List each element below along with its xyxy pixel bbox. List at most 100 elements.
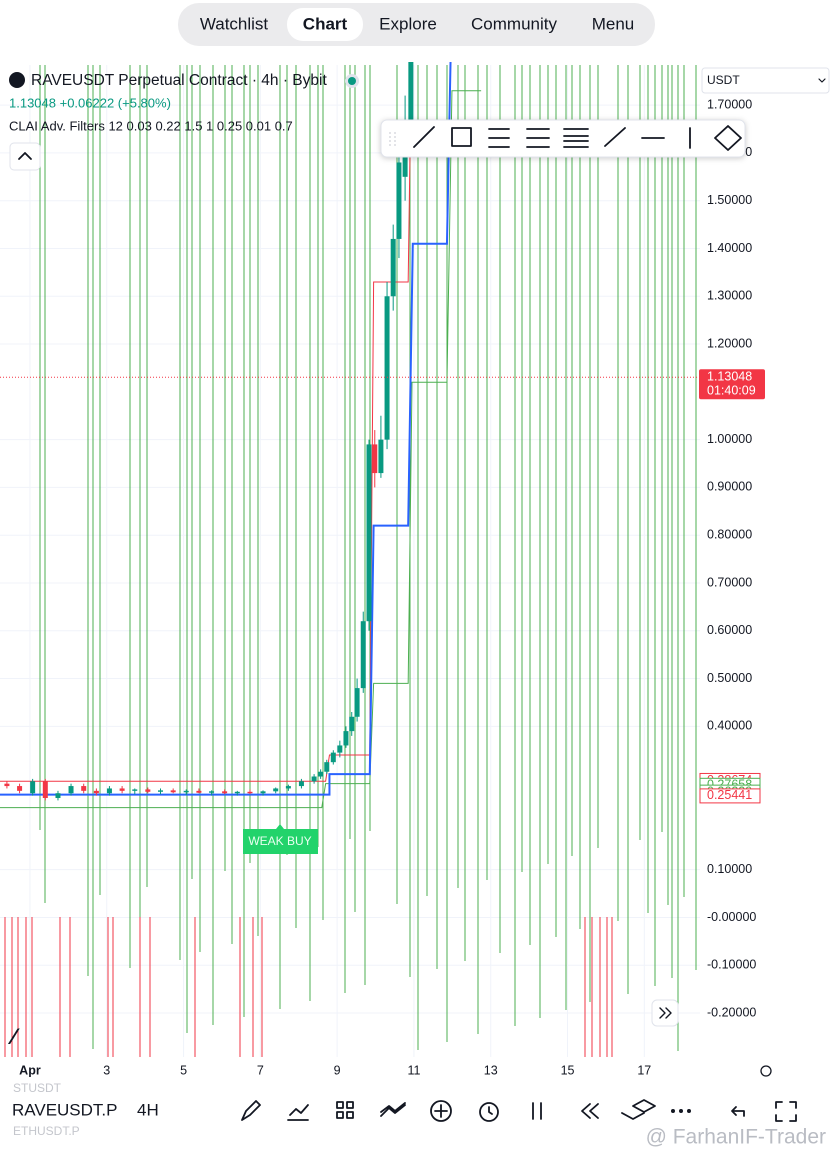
tool-layers[interactable] <box>621 1099 656 1120</box>
logo <box>9 72 25 88</box>
scroll-icon <box>659 1007 672 1019</box>
x-tick-label: 15 <box>561 1063 575 1077</box>
candle-body <box>396 162 402 239</box>
y-tick-label: -0.00000 <box>707 910 756 924</box>
tool-fullscreen[interactable] <box>775 1101 797 1122</box>
collapse-icon <box>18 152 32 160</box>
candle-body <box>42 781 48 799</box>
candle-body <box>273 788 279 792</box>
y-tick-label: -0.10000 <box>707 958 756 972</box>
y-tick-label: -0.20000 <box>707 1005 756 1019</box>
tool-undo[interactable] <box>731 1106 745 1117</box>
nav-item[interactable]: Explore <box>379 14 437 33</box>
tool-indicators[interactable] <box>287 1104 309 1121</box>
tool-more[interactable] <box>671 1109 675 1113</box>
tool-long[interactable] <box>488 128 510 148</box>
candle-body <box>132 789 138 791</box>
candle-body <box>318 771 324 777</box>
tool-layout[interactable] <box>336 1111 344 1119</box>
symbol-title: RAVEUSDT Perpetual Contract · 4h · Bybit <box>31 72 327 89</box>
tool-layout[interactable] <box>346 1101 354 1109</box>
drawing-toolbar <box>380 119 746 158</box>
tool-replay[interactable] <box>581 1103 599 1119</box>
candle-body <box>81 786 87 791</box>
indicator: CLAI Adv. Filters 12 0.03 0.22 1.5 1 0.2… <box>9 118 293 133</box>
candle-body <box>106 788 112 794</box>
tool-pattern[interactable] <box>714 125 742 151</box>
candle-body <box>311 776 317 782</box>
nav-item[interactable]: Chart <box>303 14 348 33</box>
tool-layout[interactable] <box>346 1111 354 1119</box>
x-tick-label: 11 <box>407 1063 420 1077</box>
nav: Watchlist Chart Explore Community Menu <box>200 14 634 33</box>
toolbar-bg <box>380 119 746 158</box>
candle-body <box>285 786 291 789</box>
footer-symbol[interactable]: RAVEUSDT.P <box>12 1100 118 1119</box>
candle-body <box>247 791 253 794</box>
countdown: 01:40:09 <box>707 384 756 398</box>
y-tick-label: 1.40000 <box>707 241 752 255</box>
collapse-button[interactable] <box>9 142 41 171</box>
y-tick-label: 0.90000 <box>707 480 752 494</box>
candle-body <box>234 791 240 794</box>
footer-interval[interactable]: 4H <box>137 1100 159 1119</box>
tool-draw[interactable] <box>241 1100 261 1121</box>
candle-body <box>196 790 202 793</box>
tool-fib[interactable] <box>563 128 589 148</box>
plot: WEAK BUY <box>0 62 700 1057</box>
candle-body <box>337 745 343 753</box>
nav-selected <box>287 8 363 41</box>
tool-line[interactable] <box>413 126 435 148</box>
status-dot <box>348 77 356 85</box>
signal-arrow <box>276 824 284 829</box>
candle-body <box>260 791 266 794</box>
x-tick-label: 17 <box>637 1063 651 1077</box>
tool-rect[interactable] <box>451 127 472 147</box>
price-axis: 1.700001.600001.500001.400001.300001.200… <box>19 97 765 1077</box>
candle-body <box>366 444 372 622</box>
chevron <box>818 78 826 83</box>
candle-body <box>119 788 125 791</box>
nav-item[interactable]: Menu <box>592 14 635 33</box>
candle-body <box>354 688 360 717</box>
y-tick-label: 1.20000 <box>707 336 752 350</box>
candle-body <box>17 786 23 791</box>
candle-body <box>145 789 151 792</box>
price-tag-label: 0.25441 <box>707 788 752 802</box>
candle-body <box>384 296 390 440</box>
candle-body <box>158 790 164 792</box>
candle-body <box>324 762 330 772</box>
candle-body <box>68 786 74 794</box>
x-tick-label: Apr <box>19 1063 41 1077</box>
y-tick-label: 0.70000 <box>707 575 752 589</box>
y-tick-label: 0.80000 <box>707 527 752 541</box>
faded-symbol: STUSDT <box>13 1081 62 1095</box>
tool-candles[interactable] <box>532 1102 542 1120</box>
currency-select[interactable] <box>701 67 830 94</box>
nav-item[interactable]: Community <box>471 14 557 33</box>
tool-add[interactable] <box>430 1100 452 1122</box>
candle-body <box>209 791 215 793</box>
signal-label: WEAK BUY <box>248 834 311 848</box>
signal-box <box>243 829 318 854</box>
currency: USDT <box>707 73 740 87</box>
tool-layout[interactable] <box>336 1101 344 1109</box>
y-tick-label: 0.60000 <box>707 623 752 637</box>
settings[interactable] <box>760 1065 772 1077</box>
tool-alert[interactable] <box>479 1102 499 1122</box>
candle-body <box>343 731 349 746</box>
tool-compare[interactable] <box>380 1102 406 1117</box>
tool-ray[interactable] <box>604 127 626 147</box>
candle-body <box>390 238 396 297</box>
candle-body <box>93 790 99 794</box>
y-tick-label: 0.10000 <box>707 862 752 876</box>
candle-body <box>222 791 228 794</box>
nav-item[interactable]: Watchlist <box>200 14 269 33</box>
candle-body <box>298 781 304 787</box>
candle-body <box>360 621 366 689</box>
candle-body <box>330 752 336 763</box>
candle-body <box>372 444 378 474</box>
candle-body <box>183 790 189 793</box>
tool-short[interactable] <box>526 128 550 148</box>
